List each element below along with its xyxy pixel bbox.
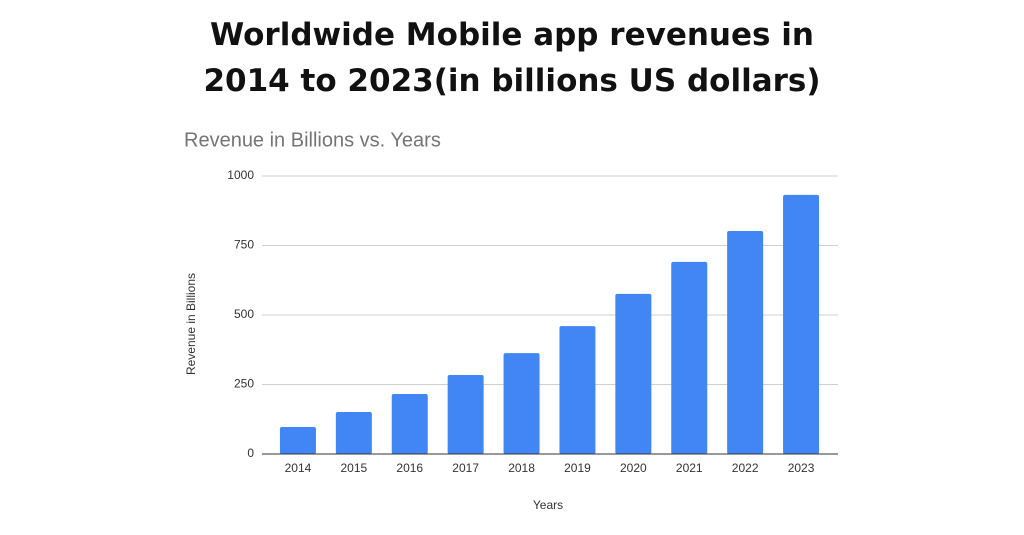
y-tick-label: 0	[247, 446, 254, 460]
y-axis-label: Revenue in Billions	[184, 273, 198, 375]
bar	[335, 412, 372, 454]
y-tick-label: 500	[234, 307, 254, 321]
bar	[671, 261, 708, 454]
y-tick-label: 750	[234, 238, 254, 252]
bar	[447, 375, 484, 454]
bar	[615, 293, 652, 454]
chart-title: Revenue in Billions vs. Years	[184, 129, 441, 151]
y-tick-label: 250	[234, 377, 254, 391]
bar	[727, 231, 764, 454]
x-tick-label: 2023	[788, 461, 815, 475]
x-tick-label: 2021	[676, 461, 703, 475]
x-tick-label: 2016	[396, 461, 423, 475]
bar	[279, 427, 316, 454]
bar	[783, 194, 820, 455]
x-tick-label: 2017	[452, 461, 479, 475]
x-tick-label: 2014	[285, 461, 312, 475]
main-title: Worldwide Mobile app revenues in 2014 to…	[203, 17, 821, 99]
y-tick-label: 1000	[227, 168, 254, 182]
x-tick-label: 2019	[564, 461, 591, 475]
bar	[503, 353, 540, 454]
x-tick-label: 2022	[732, 461, 759, 475]
x-tick-label: 2018	[508, 461, 535, 475]
bar	[559, 326, 596, 454]
bar	[391, 393, 428, 454]
x-axis-label: Years	[533, 498, 563, 512]
x-tick-label: 2020	[620, 461, 647, 475]
x-tick-label: 2015	[340, 461, 367, 475]
